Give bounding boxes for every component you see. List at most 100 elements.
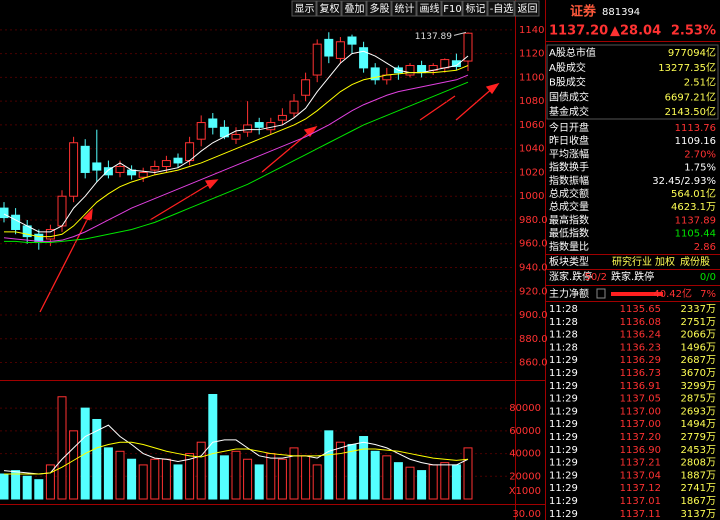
tick-price: 1137.00 [620, 406, 661, 417]
volume-bar [393, 462, 403, 500]
stat-label: 国债成交 [549, 90, 589, 103]
volume-bar [301, 455, 311, 500]
candle-body [370, 67, 380, 81]
volume-bar [185, 453, 195, 500]
flow-bar [611, 292, 663, 296]
tick-time: 11:29 [549, 483, 578, 494]
candle-body [359, 47, 369, 69]
tick-price: 1136.24 [620, 330, 661, 341]
tick-volume: 2875万 [681, 394, 716, 405]
volume-bar [289, 447, 299, 500]
volume-bar [45, 464, 55, 500]
volume-bar [335, 441, 345, 500]
volume-bar [347, 443, 357, 500]
volume-bar [69, 430, 79, 500]
sector-tag[interactable]: 成份股 [680, 256, 710, 268]
toolbar-button[interactable] [441, 0, 463, 17]
stat-label: A股总市值 [549, 46, 596, 59]
stat-label: 平均涨幅 [549, 147, 589, 160]
y-tick-label: 940.0 [519, 263, 548, 274]
candle-body [92, 162, 102, 171]
toolbar-label[interactable]: 标记 [466, 3, 486, 15]
stat-value: 6697.21亿 [665, 90, 716, 103]
y-tick-label: 1120 [519, 49, 544, 60]
arrow-head [485, 82, 500, 95]
toolbar-button[interactable] [291, 0, 317, 17]
stat-label: 今日开盘 [549, 121, 589, 134]
toolbar-label[interactable]: 统计 [395, 2, 415, 15]
tick-price: 1137.05 [620, 394, 661, 405]
stat-value: 1109.16 [675, 136, 716, 147]
y-tick-label: 1080 [519, 96, 544, 107]
tick-time: 11:29 [549, 458, 578, 469]
toolbar-label[interactable]: -自选 [490, 2, 514, 15]
toolbar-label[interactable]: 叠加 [345, 3, 365, 15]
toolbar-button[interactable] [462, 0, 488, 17]
candle-body [312, 43, 322, 76]
volume-bar [254, 464, 264, 500]
tick-time: 11:29 [549, 406, 578, 417]
tick-price: 1136.73 [620, 368, 661, 379]
moving-average [4, 65, 469, 238]
toolbar-label[interactable]: 显示 [295, 3, 315, 15]
candle-body [161, 160, 171, 168]
tick-price: 1136.29 [620, 355, 661, 366]
tick-volume: 2066万 [681, 330, 716, 341]
stat-value: 977094亿 [668, 46, 716, 59]
toolbar-label[interactable]: 多股 [370, 2, 390, 15]
toolbar-button[interactable] [316, 0, 342, 17]
tick-price: 1137.11 [620, 509, 661, 520]
stat-label: 最低指数 [549, 227, 589, 240]
toolbar-button[interactable] [416, 0, 442, 17]
candle-body [150, 166, 160, 171]
tick-price: 1135.65 [620, 304, 661, 315]
stat-value: 1.75% [684, 163, 716, 174]
toolbar-button[interactable] [514, 0, 540, 17]
arrow [39, 213, 91, 313]
toolbar-button[interactable] [366, 0, 392, 17]
moving-average [4, 81, 469, 244]
toolbar-label[interactable]: 返回 [518, 3, 538, 15]
candle-body [231, 133, 241, 140]
candle-body [173, 157, 183, 164]
candle-body [115, 166, 125, 173]
volume-bar [57, 396, 67, 500]
arrow-head [303, 125, 318, 138]
tick-volume: 3137万 [681, 509, 716, 520]
tick-price: 1137.12 [620, 483, 661, 494]
volume-bar [196, 441, 206, 500]
breadth-label: 跌家.跌停 [611, 270, 654, 283]
toolbar-button[interactable] [341, 0, 367, 17]
y-tick-label: 1100 [519, 72, 544, 83]
candle-body [11, 214, 21, 230]
volume-tick-label: 40000 [509, 449, 541, 460]
stat-value: 1105.44 [675, 229, 716, 240]
sector-label: 板块类型 [549, 255, 589, 268]
volume-bar [382, 455, 392, 500]
candle-body [45, 228, 55, 240]
candle-body [254, 122, 264, 128]
flow-icon [596, 288, 606, 299]
candle-body [451, 60, 461, 68]
candle-body [440, 59, 450, 69]
y-tick-label: 1020 [519, 167, 544, 178]
tick-volume: 2453万 [681, 445, 716, 456]
toolbar-label[interactable]: 复权 [320, 2, 340, 15]
volume-bar [312, 464, 322, 500]
tick-price: 1137.00 [620, 419, 661, 430]
toolbar-button[interactable] [487, 0, 515, 17]
volume-bar [243, 458, 253, 500]
stat-value: 1137.89 [675, 215, 716, 226]
toolbar-label[interactable]: F10 [443, 4, 461, 15]
stat-label: 指数换手 [549, 161, 589, 174]
sector-tag[interactable]: 研究行业 [612, 255, 652, 268]
toolbar-button[interactable] [391, 0, 417, 17]
candle-body [80, 145, 90, 173]
y-tick-label: 1140 [519, 25, 544, 36]
toolbar-label[interactable]: 画线 [420, 2, 440, 15]
sector-tag[interactable]: 加权 [655, 255, 675, 268]
stat-label: 最高指数 [549, 213, 589, 226]
candle-body [34, 233, 44, 242]
stat-value: 564.01亿 [671, 187, 716, 200]
stat-label: 总成交量 [549, 200, 589, 213]
